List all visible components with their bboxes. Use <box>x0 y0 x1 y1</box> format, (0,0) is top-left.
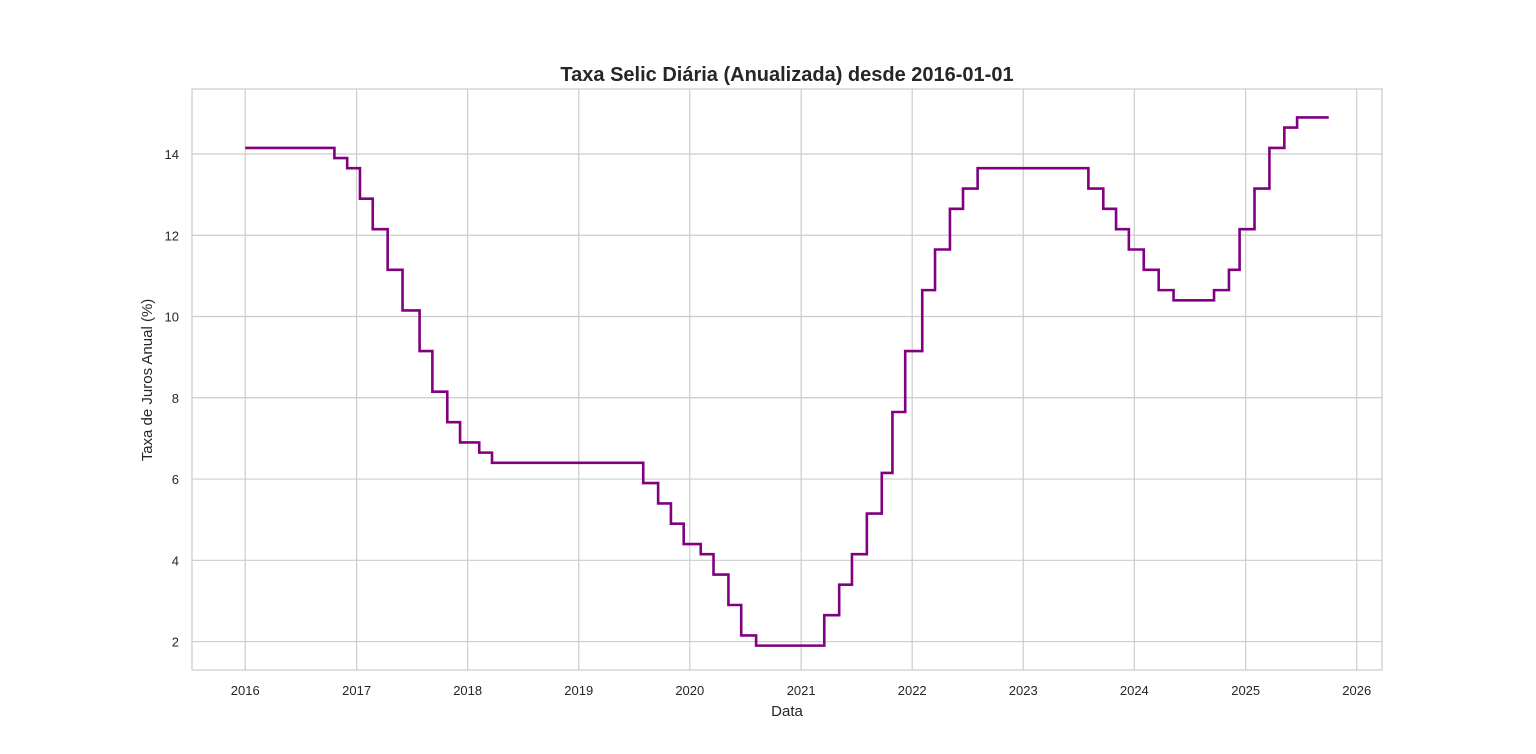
x-tick-labels: 2016 2017 2018 2019 2020 2021 2022 2023 2024 2025… <box>231 683 1371 698</box>
chart-title: Taxa Selic Diária (Anualizada) desde 201… <box>560 64 1013 86</box>
x-tick-label: 2019 <box>564 683 593 698</box>
x-tick-label: 2020 <box>675 683 704 698</box>
y-tick-label: 4 <box>172 553 179 568</box>
x-tick-label: 2025 <box>1231 683 1260 698</box>
y-tick-label: 14 <box>165 147 179 162</box>
series-line-selic <box>245 116 1329 647</box>
x-tick-label: 2026 <box>1342 683 1371 698</box>
y-tick-label: 12 <box>165 228 179 243</box>
x-tick-label: 2017 <box>342 683 371 698</box>
x-tick-label: 2016 <box>231 683 260 698</box>
x-tick-label: 2018 <box>453 683 482 698</box>
x-tick-label: 2022 <box>898 683 927 698</box>
y-tick-label: 10 <box>165 310 179 325</box>
x-tick-label: 2024 <box>1120 683 1149 698</box>
x-tick-label: 2023 <box>1009 683 1038 698</box>
y-tick-label: 2 <box>172 635 179 650</box>
y-axis-label: Taxa de Juros Anual (%) <box>139 299 156 462</box>
x-axis-label: Data <box>771 703 803 720</box>
grid-lines <box>192 89 1382 670</box>
y-tick-label: 8 <box>172 391 179 406</box>
y-tick-label: 6 <box>172 472 179 487</box>
x-tick-label: 2021 <box>787 683 816 698</box>
y-tick-labels: 2 4 6 8 10 12 14 <box>165 147 179 650</box>
plot-frame <box>191 88 1383 671</box>
